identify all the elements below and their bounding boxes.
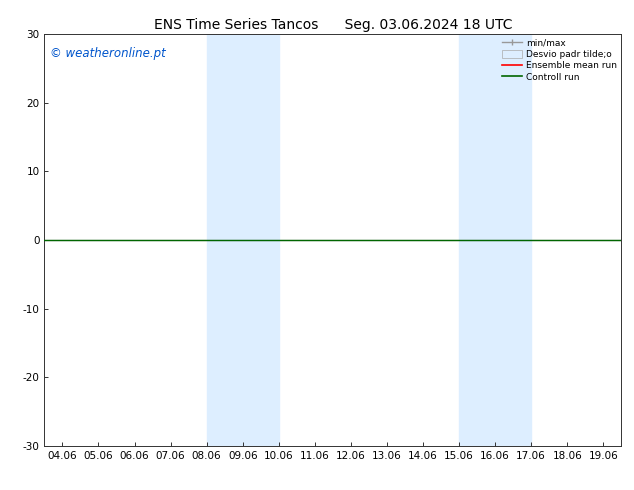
Bar [459, 34, 531, 446]
Title: ENS Time Series Tancos      Seg. 03.06.2024 18 UTC: ENS Time Series Tancos Seg. 03.06.2024 1… [153, 18, 512, 32]
Text: © weatheronline.pt: © weatheronline.pt [50, 47, 166, 60]
Bar [207, 34, 279, 446]
Legend: min/max, Desvio padr tilde;o, Ensemble mean run, Controll run: min/max, Desvio padr tilde;o, Ensemble m… [500, 37, 619, 83]
